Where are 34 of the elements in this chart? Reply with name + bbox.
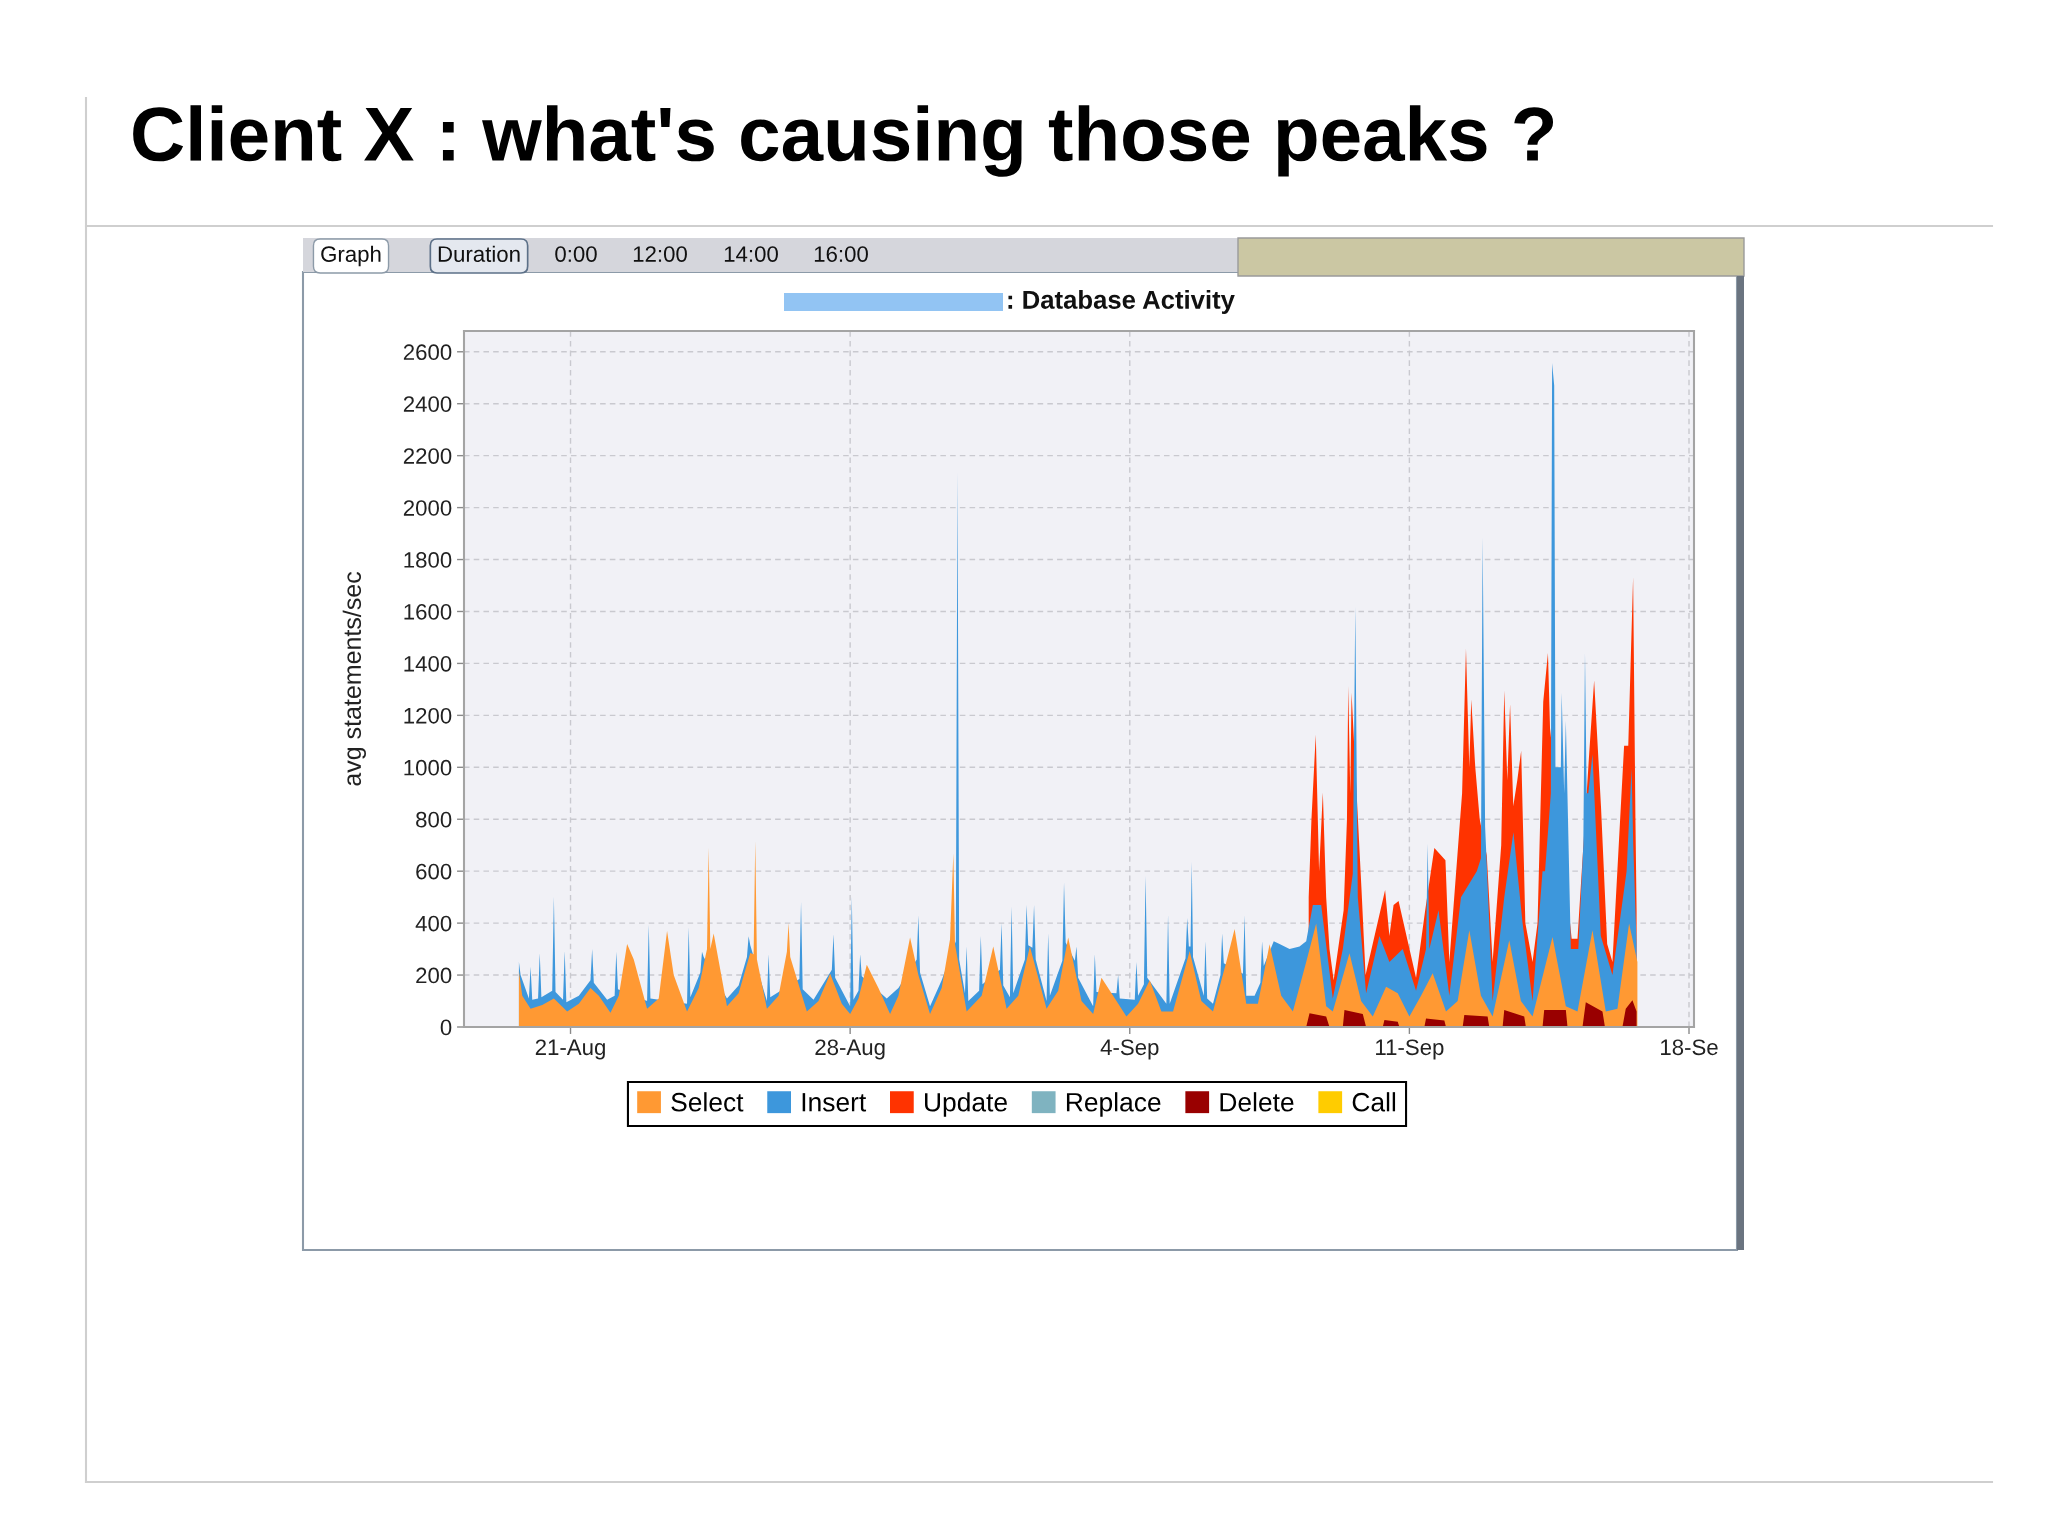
- y-tick-label: 1400: [404, 655, 452, 672]
- text: 12:00: [633, 246, 687, 262]
- text: 0:00: [555, 246, 597, 262]
- text: Duration: [438, 245, 520, 262]
- text: 14:00: [724, 246, 778, 262]
- x-tick-label: 11-Sep: [1376, 1039, 1444, 1060]
- legend-label: Insert: [802, 1093, 867, 1112]
- chart-subtitle: : Database Activity: [1008, 290, 1235, 314]
- y-tick-label: 1000: [404, 759, 452, 776]
- text: 16:00: [814, 246, 868, 262]
- y-tick-label: 400: [415, 915, 452, 932]
- y-tick-label: 0: [440, 1019, 452, 1036]
- y-axis-title: avg statements/sec: [342, 571, 366, 786]
- legend-label: Delete: [1220, 1092, 1294, 1112]
- legend-label: Update: [925, 1092, 1007, 1117]
- chart-title: Client X : what's causing those peaks ?: [133, 105, 1554, 177]
- x-tick-label: 4-Sep: [1100, 1039, 1159, 1060]
- y-tick-label: 1600: [404, 604, 452, 620]
- y-tick-label: 800: [416, 811, 452, 828]
- y-tick-label: 1200: [404, 707, 452, 724]
- y-tick-label: 2400: [403, 396, 452, 412]
- x-tick-label: 21-Aug: [535, 1039, 605, 1060]
- x-tick-label: 28-Aug: [815, 1039, 885, 1060]
- x-tick-label: 18-Se: [1661, 1039, 1718, 1056]
- legend-label: Select: [671, 1092, 744, 1112]
- y-tick-label: 600: [416, 863, 452, 880]
- y-tick-label: 200: [416, 967, 452, 984]
- y-tick-label: 2600: [403, 344, 452, 361]
- y-tick-label: 2000: [403, 500, 452, 516]
- legend-label: Call: [1352, 1092, 1396, 1112]
- legend-label: Replace: [1066, 1092, 1161, 1117]
- text: Graph: [321, 245, 381, 267]
- y-tick-label: 2200: [403, 448, 452, 464]
- y-tick-label: 1800: [404, 552, 452, 568]
